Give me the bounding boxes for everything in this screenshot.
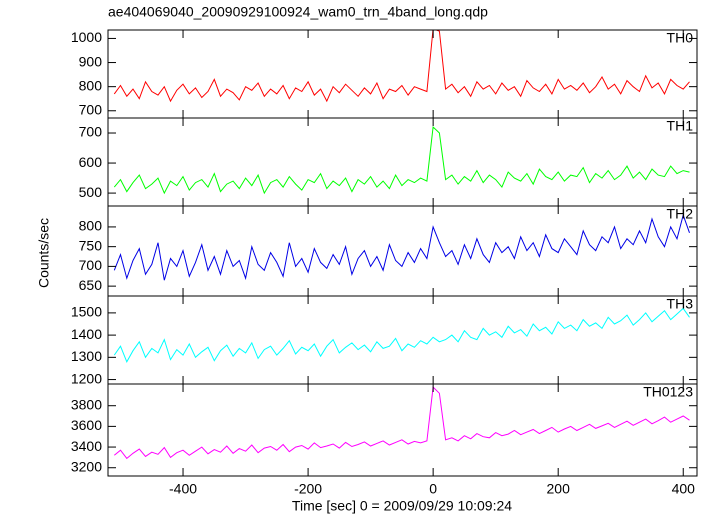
light-curve xyxy=(113,213,690,281)
y-tick-label: 750 xyxy=(79,237,103,253)
panel-frame xyxy=(107,29,698,119)
x-tick-label: 400 xyxy=(672,481,696,497)
y-tick-label: 900 xyxy=(79,53,103,69)
light-curve xyxy=(113,386,690,460)
panel-label: TH0123 xyxy=(643,384,693,400)
y-tick-label: 600 xyxy=(79,154,103,170)
panel-label: TH0 xyxy=(667,30,694,46)
y-tick-label: 500 xyxy=(79,184,103,200)
light-curve xyxy=(113,307,690,363)
panel-label: TH3 xyxy=(667,296,694,312)
y-tick-label: 3200 xyxy=(71,458,102,474)
y-tick-label: 700 xyxy=(79,257,103,273)
panel-frame xyxy=(107,205,698,297)
y-tick-label: 1200 xyxy=(71,370,102,386)
y-tick-label: 700 xyxy=(79,101,103,117)
y-tick-label: 650 xyxy=(79,277,103,293)
panel-label: TH2 xyxy=(667,206,694,222)
light-curve xyxy=(113,125,690,195)
y-tick-label: 1400 xyxy=(71,326,102,342)
y-tick-label: 3800 xyxy=(71,396,102,412)
y-tick-label: 3600 xyxy=(71,417,102,433)
y-tick-label: 1300 xyxy=(71,348,102,364)
panel-label: TH1 xyxy=(667,118,694,134)
x-tick-label: -200 xyxy=(294,481,322,497)
x-tick-label: 200 xyxy=(547,481,571,497)
y-tick-label: 1000 xyxy=(71,29,102,45)
panel-frame xyxy=(107,117,698,207)
light-curve xyxy=(113,30,690,103)
panel-frame xyxy=(107,295,698,385)
y-tick-label: 800 xyxy=(79,77,103,93)
y-tick-label: 1500 xyxy=(71,304,102,320)
y-tick-label: 800 xyxy=(79,218,103,234)
y-tick-label: 700 xyxy=(79,124,103,140)
x-axis-label: Time [sec] 0 = 2009/09/29 10:09:24 xyxy=(292,498,512,514)
chart-title: ae404069040_20090929100924_wam0_trn_4ban… xyxy=(108,4,488,20)
y-tick-label: 3400 xyxy=(71,438,102,454)
x-tick-label: -400 xyxy=(169,481,197,497)
y-axis-label: Counts/sec xyxy=(36,218,52,288)
x-tick-label: 0 xyxy=(429,481,437,497)
panel-frame xyxy=(107,383,698,477)
